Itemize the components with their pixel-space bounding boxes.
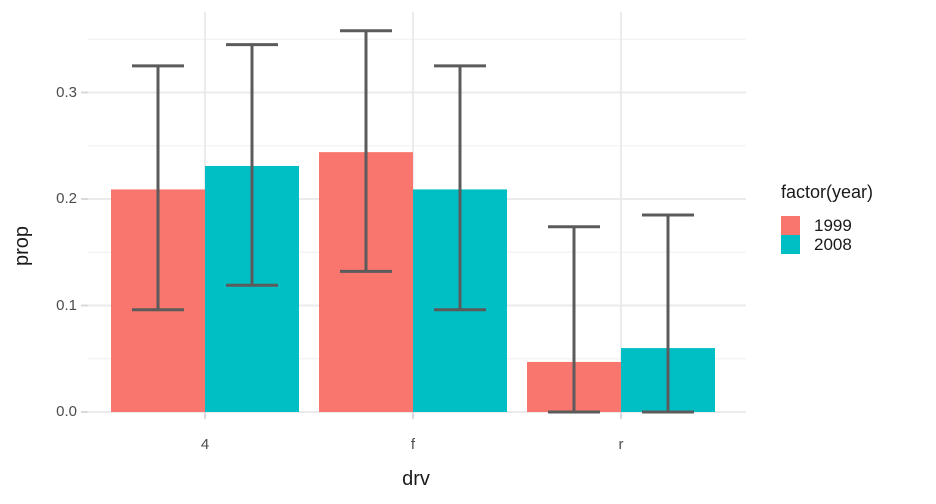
legend-title: factor(year): [781, 182, 874, 202]
legend-label: 1999: [814, 216, 852, 235]
legend-label: 2008: [814, 235, 852, 254]
legend-swatch-2008: [781, 235, 800, 254]
y-tick-label: 0.3: [56, 83, 77, 101]
legend-item-1999: 1999: [781, 216, 873, 235]
x-tick-label: f: [410, 436, 416, 453]
legend-items: 1999 2008: [781, 216, 873, 254]
x-axis-title: drv: [402, 468, 430, 490]
y-tick-label: 0.0: [56, 403, 77, 420]
legend-item-2008: 2008: [781, 235, 873, 254]
y-tick-label: 0.1: [56, 296, 77, 314]
legend: factor(year) 1999 2008: [781, 182, 873, 254]
x-tick-label: r: [618, 436, 624, 453]
y-axis-title: prop: [11, 225, 33, 267]
legend-swatch-1999: [781, 216, 800, 235]
x-tick-label: 4: [200, 436, 210, 453]
y-tick-label: 0.2: [56, 190, 77, 207]
